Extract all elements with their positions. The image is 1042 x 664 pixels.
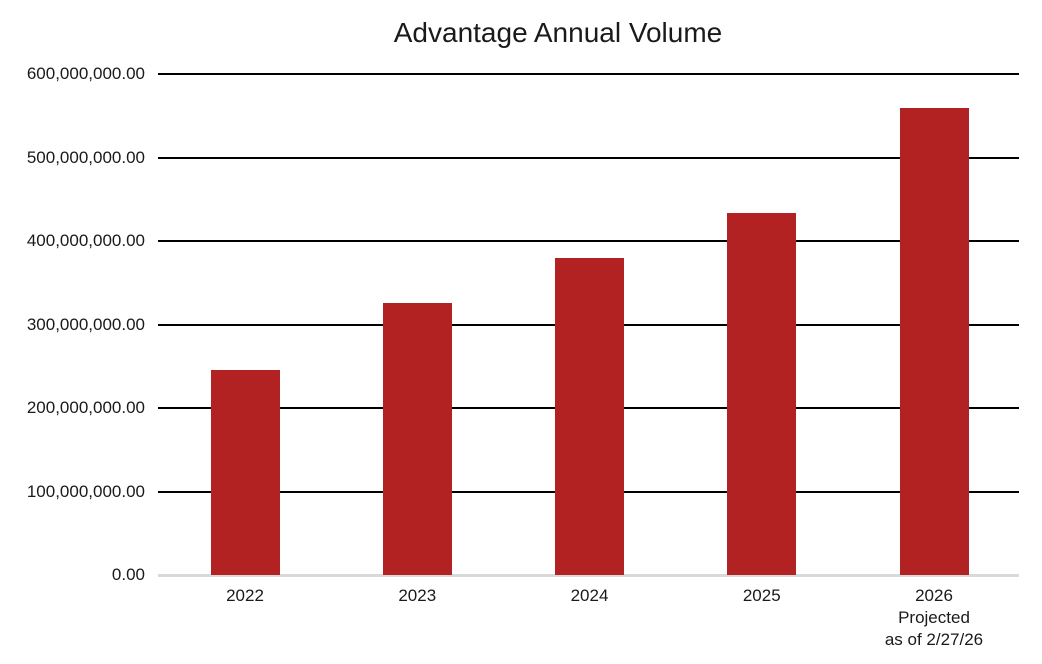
x-axis-category: 2023: [398, 586, 437, 605]
x-axis-label-2023: 2023: [398, 585, 436, 607]
bar-2023: [382, 302, 452, 575]
y-axis-tick-label: 600,000,000.00: [26, 64, 145, 83]
x-axis-category: 2024: [570, 586, 609, 605]
y-axis-tick-label: 500,000,000.00: [26, 147, 145, 167]
x-axis-category: 2022: [226, 586, 264, 605]
bar-2024: [555, 257, 624, 575]
x-axis-label-2025: 2025: [743, 585, 781, 607]
x-axis-line: [158, 574, 1019, 577]
x-axis-category: 2026: [915, 586, 953, 605]
y-axis-tick-label: 400,000,000.00: [26, 231, 145, 250]
gridline: [158, 240, 1019, 242]
x-axis-note: as of 2/27/26: [884, 630, 984, 649]
bar-2022: [210, 370, 280, 575]
x-axis-note: Projected: [898, 608, 970, 627]
chart-title: Advantage Annual Volume: [393, 17, 723, 48]
x-axis-label-2022: 2022: [226, 585, 264, 607]
x-axis-label-2024: 2024: [571, 585, 609, 607]
x-axis-label-2026: 2026 Projected as of 2/27/26: [885, 585, 983, 651]
x-axis-category: 2025: [742, 586, 781, 605]
y-axis-tick-label: 200,000,000.00: [26, 398, 145, 417]
y-axis-tick-label: 0.00: [111, 565, 145, 584]
gridline: [158, 73, 1019, 75]
bar-2025: [727, 212, 797, 575]
gridline: [158, 156, 1019, 159]
y-axis-tick-label: 100,000,000.00: [26, 481, 145, 501]
bar-2026: [899, 108, 969, 575]
plot-area: [158, 0, 1019, 664]
y-axis-tick-label: 300,000,000.00: [26, 314, 145, 334]
